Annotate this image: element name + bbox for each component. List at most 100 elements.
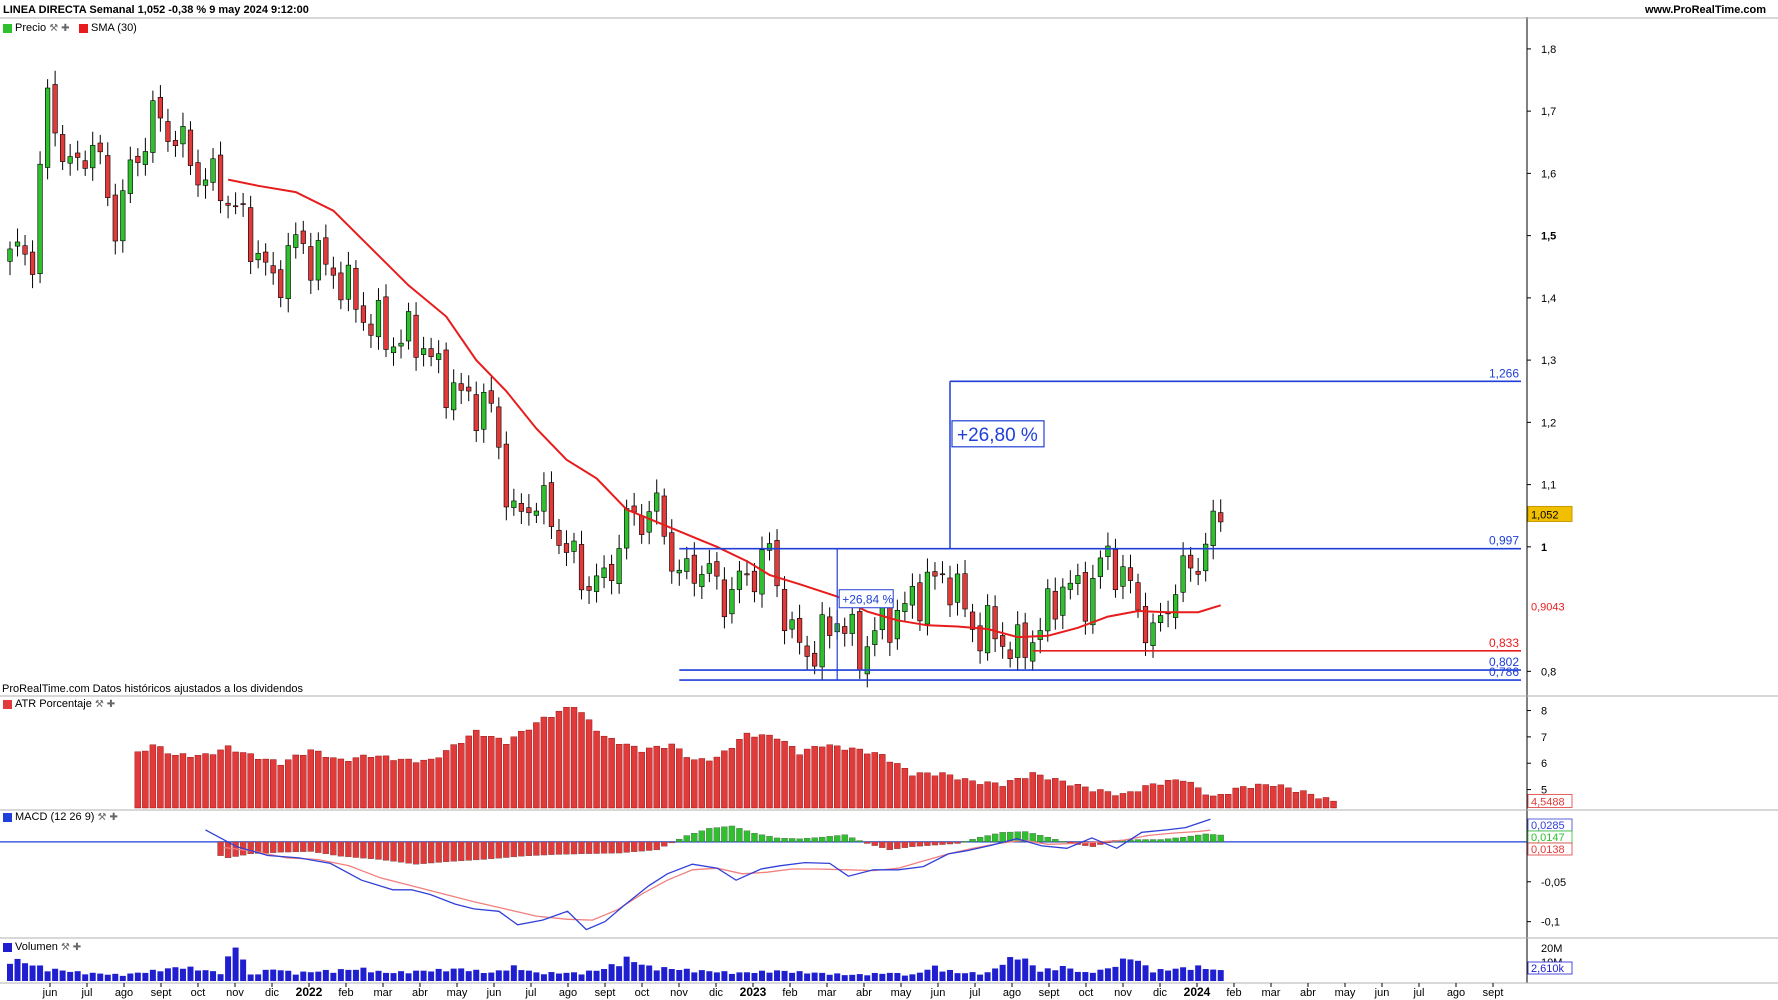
time-tick-label: nov — [670, 987, 688, 999]
time-tick-label: jul — [1412, 987, 1424, 999]
atr-swatch — [3, 700, 12, 709]
atr-bar — [480, 736, 487, 809]
candle-body — [1090, 578, 1096, 626]
atr-bar — [886, 761, 894, 809]
atr-bar — [856, 748, 863, 809]
atr-bar — [736, 739, 743, 809]
volume-bar — [480, 973, 487, 981]
volume-bar — [916, 972, 923, 981]
atr-bar — [270, 759, 277, 809]
plus-icon[interactable]: ✚ — [109, 812, 118, 823]
candle-body — [458, 383, 464, 391]
atr-bar — [676, 748, 683, 809]
sma-legend[interactable]: SMA (30) — [79, 21, 137, 36]
atr-bar — [465, 735, 472, 809]
volume-bar — [413, 970, 420, 981]
macd-hist-bar — [871, 841, 878, 846]
candle-body — [1015, 624, 1021, 658]
candle-body — [691, 554, 697, 584]
volume-bar — [984, 972, 991, 981]
volume-bar — [1104, 968, 1111, 981]
volume-bar — [706, 971, 713, 981]
atr-bar — [615, 744, 623, 809]
time-tick-label: oct — [635, 987, 650, 999]
volume-bar — [473, 969, 480, 981]
atr-bar — [894, 763, 901, 809]
macd-hist-bar — [1195, 834, 1202, 843]
plus-icon[interactable]: ✚ — [72, 942, 82, 953]
candle-body — [1188, 554, 1194, 569]
volume-bar — [571, 972, 577, 981]
candle-body — [962, 573, 968, 610]
macd-hist-bar — [615, 841, 623, 854]
macd-hist-bar — [397, 841, 405, 863]
price-swatch — [3, 24, 12, 33]
wrench-icon[interactable]: ⚒ — [94, 699, 104, 710]
volume-bar — [255, 974, 262, 981]
volume-bar — [578, 974, 585, 981]
atr-bar — [194, 755, 202, 809]
level-label: 1,266 — [1489, 366, 1519, 380]
time-tick-label: jul — [968, 987, 980, 999]
volume-swatch — [3, 943, 12, 952]
macd-hist-bar — [841, 834, 848, 843]
macd-hist-bar — [337, 841, 345, 857]
candle-body — [977, 625, 983, 652]
candle-body — [187, 129, 194, 166]
atr-bar — [1292, 792, 1300, 809]
plus-icon[interactable]: ✚ — [106, 699, 116, 710]
candle-body — [1000, 635, 1006, 647]
atr-bar — [1044, 779, 1051, 809]
candle-body — [954, 573, 961, 603]
atr-bar — [1270, 786, 1277, 809]
measure-label: +26,80 % — [957, 425, 1038, 446]
macd-hist-bar — [683, 835, 690, 843]
candle-body — [1180, 555, 1186, 593]
volume-bar — [789, 972, 796, 981]
price-legend[interactable]: Precio ⚒ ✚ — [3, 21, 70, 36]
wrench-icon[interactable]: ⚒ — [60, 942, 70, 953]
volume-bar — [104, 974, 111, 981]
measure-label: +26,84 % — [842, 593, 893, 607]
volume-bar — [465, 971, 472, 981]
macd-hist-bar — [1059, 841, 1066, 843]
wrench-icon[interactable]: ⚒ — [97, 812, 107, 823]
candle-body — [1150, 622, 1156, 646]
candle-body — [1112, 549, 1119, 591]
volume-legend[interactable]: Volumen ⚒ ✚ — [3, 940, 81, 955]
wrench-icon[interactable]: ⚒ — [49, 23, 59, 34]
macd-legend[interactable]: MACD (12 26 9) ⚒ ✚ — [3, 810, 118, 825]
atr-bar — [1164, 779, 1172, 809]
volume-bar — [691, 972, 698, 981]
macd-hist-bar — [270, 841, 277, 853]
candle-body — [7, 248, 13, 262]
macd-hist-bar — [631, 841, 638, 852]
volume-bar — [743, 972, 750, 981]
volume-bar — [352, 969, 359, 981]
candle-body — [60, 134, 66, 162]
price-tick-label: 1,5 — [1541, 231, 1556, 243]
volume-bar — [713, 972, 720, 981]
atr-bar — [1097, 789, 1104, 809]
macd-hist-bar — [224, 841, 232, 859]
time-tick-label: ago — [559, 987, 577, 999]
atr-bar — [999, 786, 1006, 809]
macd-hist-bar — [1179, 836, 1187, 843]
macd-hist-bar — [916, 841, 924, 847]
macd-hist-bar — [420, 841, 427, 864]
atr-bar — [450, 744, 457, 809]
atr-tick-label: 8 — [1541, 706, 1547, 718]
macd-hist-bar — [623, 841, 630, 853]
atr-legend[interactable]: ATR Porcentaje ⚒ ✚ — [3, 697, 115, 712]
candle-body — [924, 571, 931, 625]
macd-hist-bar — [435, 841, 442, 863]
candle-body — [285, 245, 291, 300]
macd-hist-bar — [743, 830, 751, 843]
candle-body — [473, 394, 479, 431]
atr-bar — [1022, 778, 1029, 809]
volume-bar — [1097, 969, 1104, 981]
candle-body — [578, 544, 585, 591]
plus-icon[interactable]: ✚ — [61, 23, 70, 34]
site-link[interactable]: www.ProRealTime.com — [1644, 4, 1766, 16]
